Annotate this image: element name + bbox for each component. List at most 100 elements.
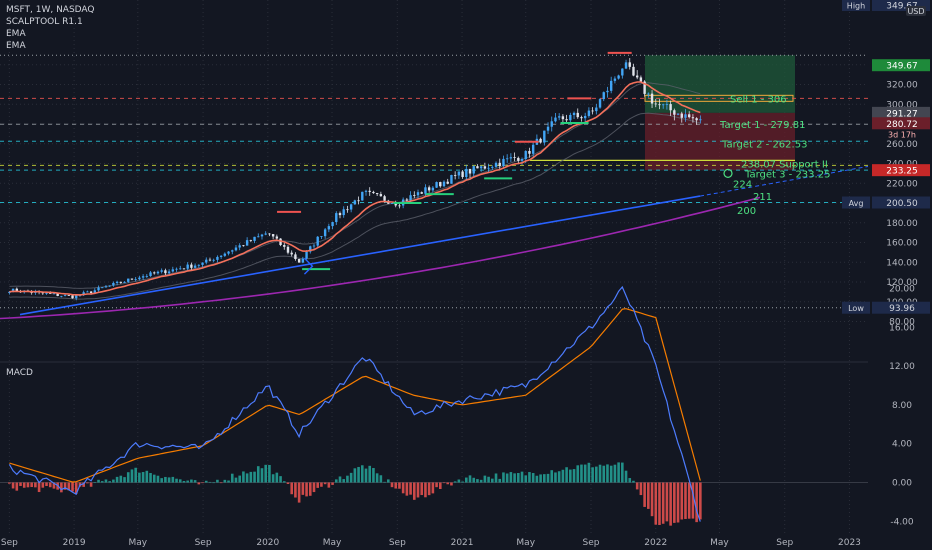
candle-body bbox=[286, 246, 290, 253]
time-tick-label: Sep bbox=[389, 538, 406, 548]
candle-body bbox=[531, 144, 535, 154]
indicator-scalptool[interactable]: SCALPTOOL R1.1 bbox=[6, 17, 83, 27]
candle-body bbox=[472, 166, 475, 174]
target2-label: Target 2 - 262.53 bbox=[721, 139, 807, 150]
macd-histogram-bar bbox=[424, 482, 427, 498]
macd-histogram-bar bbox=[349, 472, 353, 483]
time-tick-label: Sep bbox=[1, 538, 18, 548]
price-tick-label: 300.00 bbox=[886, 100, 918, 110]
macd-histogram-bar bbox=[93, 482, 97, 484]
candle-body bbox=[49, 293, 52, 294]
candle-body bbox=[520, 159, 524, 161]
candle-body bbox=[171, 269, 175, 272]
candle-body bbox=[201, 262, 204, 265]
candle-body bbox=[409, 195, 412, 201]
macd-histogram-bar bbox=[386, 479, 390, 483]
macd-histogram-bar bbox=[394, 482, 398, 489]
indicator-ema-fast[interactable]: EMA bbox=[6, 29, 26, 39]
support-label: 238.07 Support II bbox=[741, 159, 828, 170]
candle-body bbox=[572, 112, 576, 115]
candle-body bbox=[394, 203, 397, 206]
macd-histogram-bar bbox=[513, 473, 516, 483]
candle-body bbox=[431, 187, 435, 191]
macd-histogram-bar bbox=[453, 481, 457, 483]
candle-body bbox=[134, 279, 137, 281]
macd-histogram-bar bbox=[346, 475, 349, 483]
macd-histogram-bar bbox=[628, 478, 632, 483]
indicator-ema-slow[interactable]: EMA bbox=[6, 41, 26, 51]
macd-histogram-bar bbox=[52, 482, 56, 489]
candle-body bbox=[591, 110, 594, 112]
candle-body bbox=[446, 181, 449, 184]
macd-histogram-bar bbox=[695, 482, 698, 523]
candle-body bbox=[587, 110, 591, 116]
candle-body bbox=[97, 287, 100, 291]
candle-body bbox=[372, 191, 375, 194]
symbol-title[interactable]: MSFT, 1W, NASDAQ bbox=[6, 5, 95, 15]
macd-histogram-bar bbox=[182, 480, 186, 483]
macd-histogram-bar bbox=[498, 478, 502, 483]
candle-body bbox=[554, 117, 557, 122]
candle-body bbox=[104, 286, 108, 288]
candle-body bbox=[338, 213, 342, 216]
macd-histogram-bar bbox=[271, 474, 275, 483]
macd-histogram-bar bbox=[149, 473, 152, 483]
macd-histogram-bar bbox=[227, 480, 230, 483]
candle-body bbox=[297, 259, 301, 263]
trend-arrow bbox=[303, 257, 314, 275]
macd-histogram-bar bbox=[580, 464, 583, 483]
macd-histogram-bar bbox=[112, 479, 115, 483]
candle-body bbox=[598, 99, 602, 108]
macd-histogram-bar bbox=[145, 470, 149, 483]
macd-histogram-bar bbox=[216, 479, 219, 483]
macd-histogram-bar bbox=[624, 470, 628, 483]
candle-body bbox=[205, 259, 208, 263]
time-axis[interactable]: Sep 2019 May Sep 2020 May Sep 2021 May Sep 2022 May… bbox=[0, 534, 932, 550]
candle-body bbox=[167, 271, 171, 274]
macd-histogram-bar bbox=[524, 475, 528, 483]
candle-body bbox=[86, 291, 89, 293]
sell-label: Sell 1 - 306 bbox=[730, 94, 787, 105]
candle-body bbox=[56, 293, 59, 297]
candle-body bbox=[580, 117, 583, 119]
candle-body bbox=[101, 287, 104, 289]
macd-line bbox=[8, 285, 701, 522]
macd-histogram-bar bbox=[141, 472, 145, 483]
macd-indicator-label[interactable]: MACD bbox=[6, 368, 33, 378]
candle-body bbox=[361, 191, 364, 201]
macd-histogram-bar bbox=[602, 465, 606, 483]
high-badge: 349.67 bbox=[886, 2, 918, 12]
macd-histogram-bar bbox=[372, 468, 375, 483]
macd-histogram-bar bbox=[576, 465, 580, 483]
macd-histogram-bar bbox=[598, 464, 602, 483]
candle-body bbox=[505, 158, 509, 160]
macd-histogram-bar bbox=[204, 480, 208, 483]
candle-body bbox=[327, 226, 331, 230]
price-tick-label: 180.00 bbox=[886, 219, 918, 229]
macd-histogram-bar bbox=[401, 482, 405, 494]
macd-histogram-bar bbox=[472, 477, 476, 483]
candle-body bbox=[442, 181, 446, 187]
candle-body bbox=[309, 246, 312, 252]
macd-histogram-bar bbox=[520, 471, 524, 483]
macd-histogram-bar bbox=[357, 466, 360, 483]
candle-body bbox=[364, 190, 368, 192]
macd-histogram-bar bbox=[635, 482, 639, 490]
time-tick-label: May bbox=[128, 538, 147, 548]
candle-body bbox=[264, 233, 267, 235]
candle-body bbox=[193, 265, 197, 268]
candle-body bbox=[212, 259, 215, 261]
macd-histogram-bar bbox=[639, 482, 643, 496]
macd-histogram-bar bbox=[245, 473, 249, 483]
macd-histogram-bar bbox=[446, 482, 450, 485]
macd-histogram-bar bbox=[591, 467, 594, 483]
macd-histogram-bar bbox=[583, 464, 587, 483]
candle-body bbox=[420, 192, 423, 194]
candle-body bbox=[123, 281, 126, 283]
macd-histogram-bar bbox=[509, 472, 513, 483]
macd-histogram-bar bbox=[479, 479, 483, 483]
macd-histogram-bar bbox=[405, 482, 409, 496]
candle-body bbox=[145, 276, 149, 277]
price-axis[interactable]: 340.00320.00300.00280.00260.00240.00220.… bbox=[842, 0, 932, 550]
